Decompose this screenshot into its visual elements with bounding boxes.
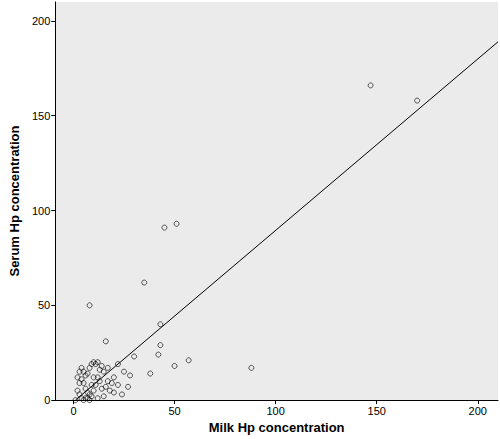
svg-text:100: 100 (266, 405, 284, 417)
svg-text:0: 0 (44, 394, 50, 406)
svg-text:Milk Hp concentration: Milk Hp concentration (209, 420, 345, 435)
svg-text:50: 50 (38, 299, 50, 311)
svg-text:0: 0 (70, 405, 76, 417)
svg-text:50: 50 (168, 405, 180, 417)
svg-text:150: 150 (368, 405, 386, 417)
svg-text:100: 100 (32, 205, 50, 217)
svg-text:Serum Hp concentration: Serum Hp concentration (7, 126, 22, 277)
svg-text:200: 200 (469, 405, 487, 417)
svg-text:150: 150 (32, 110, 50, 122)
svg-text:200: 200 (32, 15, 50, 27)
